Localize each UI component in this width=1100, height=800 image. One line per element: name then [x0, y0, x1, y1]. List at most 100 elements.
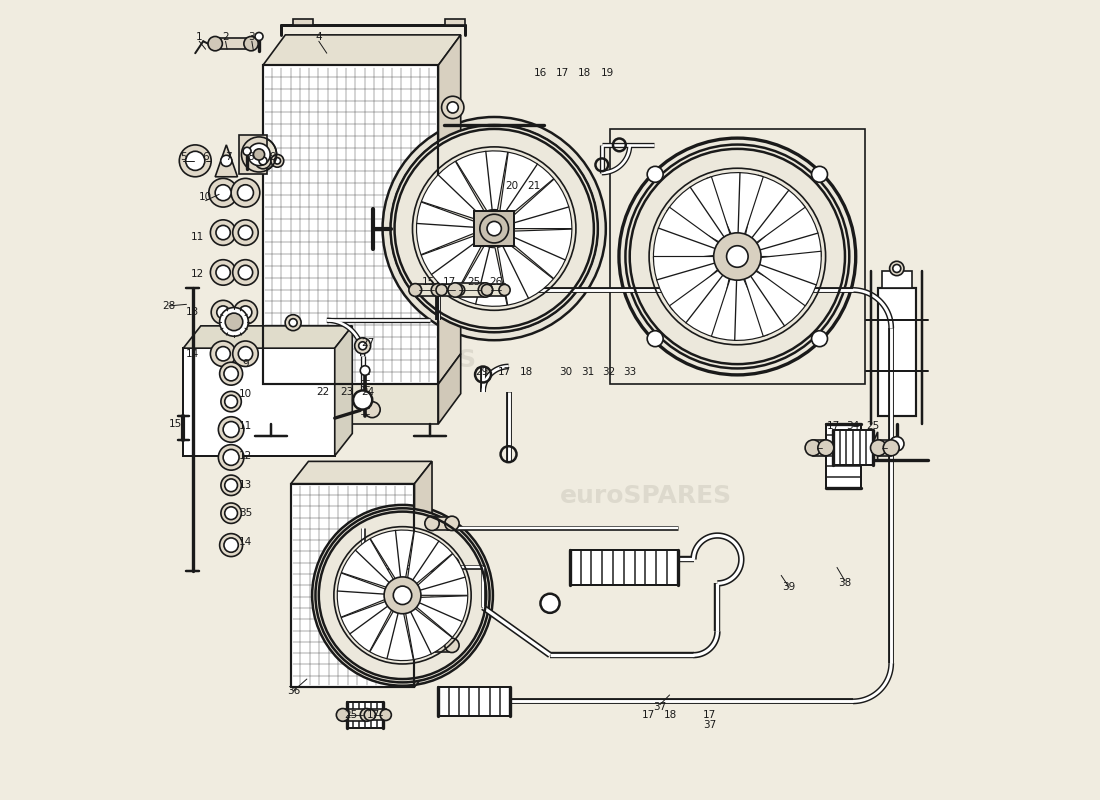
- Polygon shape: [667, 177, 732, 243]
- Text: 36: 36: [287, 686, 300, 696]
- Text: 17: 17: [498, 367, 512, 377]
- Text: 33: 33: [623, 367, 636, 377]
- Circle shape: [211, 300, 235, 324]
- Polygon shape: [407, 531, 452, 585]
- Circle shape: [224, 395, 238, 408]
- Circle shape: [319, 512, 486, 679]
- Polygon shape: [417, 202, 476, 254]
- Circle shape: [255, 33, 263, 41]
- Circle shape: [337, 709, 349, 722]
- Text: 9: 9: [242, 359, 249, 369]
- Circle shape: [818, 440, 834, 456]
- Circle shape: [220, 307, 249, 336]
- Bar: [813, 440, 826, 456]
- Polygon shape: [346, 702, 383, 728]
- Circle shape: [487, 222, 502, 236]
- Bar: [263, 65, 439, 384]
- Circle shape: [242, 137, 276, 172]
- Polygon shape: [755, 203, 822, 257]
- Bar: [455, 283, 485, 297]
- Text: 18: 18: [663, 710, 676, 720]
- Circle shape: [480, 214, 508, 243]
- Circle shape: [224, 366, 239, 381]
- Circle shape: [436, 285, 448, 295]
- Bar: [879, 440, 891, 456]
- Circle shape: [540, 594, 560, 613]
- Circle shape: [448, 102, 459, 113]
- Polygon shape: [290, 462, 432, 484]
- Text: 11: 11: [239, 421, 252, 430]
- Text: 3: 3: [249, 32, 255, 42]
- Text: 26: 26: [490, 277, 503, 287]
- Circle shape: [244, 37, 258, 51]
- Text: 8: 8: [246, 152, 254, 162]
- Text: 13: 13: [186, 307, 199, 318]
- Circle shape: [476, 211, 512, 246]
- Text: 27: 27: [362, 338, 375, 347]
- Text: 38: 38: [838, 578, 851, 588]
- Circle shape: [233, 300, 257, 324]
- Circle shape: [395, 587, 410, 603]
- Text: 10: 10: [199, 192, 212, 202]
- Circle shape: [217, 306, 230, 318]
- Circle shape: [425, 638, 439, 653]
- Circle shape: [359, 342, 366, 350]
- Bar: [184, 348, 334, 456]
- Circle shape: [258, 157, 267, 165]
- Circle shape: [425, 557, 439, 571]
- Bar: [290, 484, 415, 687]
- Text: 25: 25: [344, 710, 358, 720]
- Polygon shape: [415, 462, 432, 687]
- Circle shape: [647, 166, 663, 182]
- Text: euroSPARES: euroSPARES: [560, 484, 732, 508]
- Text: 5: 5: [180, 152, 187, 162]
- Circle shape: [805, 440, 821, 456]
- Circle shape: [186, 151, 205, 170]
- Text: 9: 9: [270, 152, 276, 162]
- Bar: [432, 517, 452, 530]
- Text: 29: 29: [475, 367, 488, 377]
- Polygon shape: [415, 596, 468, 638]
- Circle shape: [647, 330, 663, 346]
- Circle shape: [381, 710, 392, 721]
- Polygon shape: [439, 35, 461, 384]
- Polygon shape: [706, 173, 763, 237]
- Circle shape: [453, 285, 464, 295]
- Polygon shape: [263, 384, 439, 424]
- Text: 25: 25: [867, 421, 880, 430]
- Circle shape: [219, 417, 244, 442]
- Circle shape: [718, 238, 757, 275]
- Circle shape: [383, 117, 606, 340]
- Bar: [441, 285, 459, 295]
- Circle shape: [224, 538, 239, 552]
- Circle shape: [231, 178, 260, 207]
- Circle shape: [289, 318, 297, 326]
- Polygon shape: [405, 607, 452, 660]
- Circle shape: [179, 145, 211, 177]
- Circle shape: [224, 507, 238, 519]
- Circle shape: [216, 346, 230, 361]
- Polygon shape: [263, 35, 461, 65]
- Bar: [239, 135, 267, 174]
- Circle shape: [727, 246, 748, 267]
- Circle shape: [890, 262, 904, 276]
- Text: 18: 18: [578, 68, 591, 78]
- Polygon shape: [833, 430, 873, 466]
- Polygon shape: [653, 207, 720, 262]
- Polygon shape: [421, 235, 483, 296]
- Bar: [294, 19, 313, 26]
- Circle shape: [499, 285, 510, 295]
- Bar: [216, 38, 251, 50]
- Circle shape: [384, 577, 421, 614]
- Bar: [432, 639, 452, 652]
- Circle shape: [271, 154, 284, 167]
- Text: 35: 35: [239, 508, 252, 518]
- Circle shape: [220, 534, 243, 557]
- Circle shape: [243, 147, 251, 155]
- Text: 1: 1: [196, 32, 202, 42]
- Circle shape: [223, 422, 239, 438]
- Circle shape: [233, 341, 258, 366]
- Circle shape: [364, 402, 381, 418]
- Bar: [881, 271, 912, 288]
- Circle shape: [239, 306, 252, 318]
